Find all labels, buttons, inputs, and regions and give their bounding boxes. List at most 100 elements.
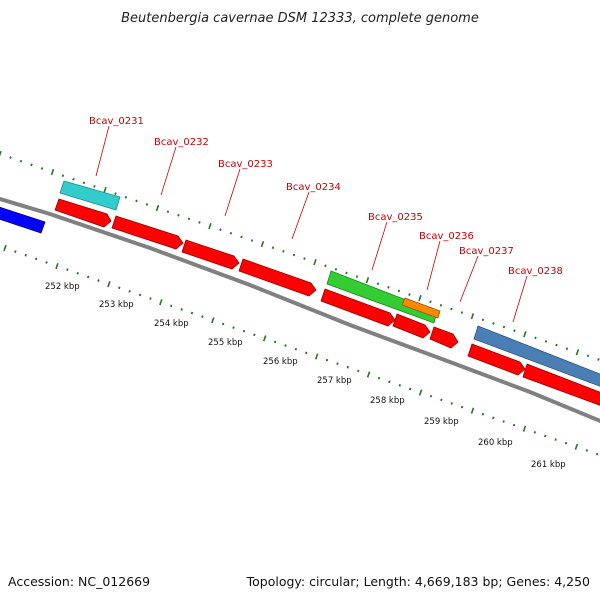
genome-backbone — [0, 196, 600, 424]
minor-tick — [324, 264, 327, 268]
minor-tick — [346, 365, 350, 369]
minor-tick — [305, 351, 308, 355]
major-tick — [211, 317, 215, 324]
major-tick — [470, 313, 475, 320]
kbp-labels: 252 kbp 253 kbp 254 kbp 255 kbp 256 kbp … — [45, 282, 566, 470]
minor-tick — [408, 293, 411, 296]
major-tick — [574, 443, 579, 450]
major-tick — [366, 371, 371, 378]
kbp-label: 260 kbp — [478, 438, 513, 448]
minor-tick — [439, 304, 443, 307]
major-tick — [260, 241, 265, 248]
minor-tick — [388, 380, 391, 384]
kbp-label: 259 kbp — [424, 417, 459, 427]
minor-tick — [9, 156, 12, 159]
minor-tick — [429, 300, 432, 304]
minor-tick — [481, 318, 485, 322]
minor-tick — [292, 253, 296, 257]
minor-tick — [40, 167, 44, 170]
minor-tick — [440, 398, 443, 402]
minor-tick — [555, 343, 558, 347]
minor-tick — [86, 275, 90, 279]
minor-tick — [397, 289, 401, 293]
map-title: Beutenbergia cavernae DSM 12333, complet… — [121, 11, 479, 26]
minor-tick — [187, 217, 191, 221]
accession-text: Accession: NC_012669 — [8, 574, 150, 589]
major-tick — [208, 223, 212, 230]
major-tick — [262, 335, 267, 342]
minor-tick — [460, 311, 464, 314]
minor-tick — [282, 250, 285, 253]
steelblue-feature — [473, 325, 600, 387]
minor-tick — [595, 452, 599, 456]
minor-tick — [502, 420, 505, 423]
minor-tick — [377, 376, 381, 380]
inner-tick-ruler — [3, 244, 599, 456]
gene-label-4: Bcav_0235 — [368, 212, 423, 271]
cds-bcav-0238 — [467, 343, 526, 376]
minor-tick — [534, 336, 537, 340]
minor-tick — [564, 441, 568, 445]
minor-tick — [502, 325, 506, 329]
minor-tick — [135, 199, 138, 203]
minor-tick — [398, 383, 402, 387]
kbp-label: 255 kbp — [208, 338, 243, 348]
minor-tick — [124, 195, 128, 199]
kbp-label: 257 kbp — [317, 376, 352, 386]
major-tick — [418, 389, 423, 396]
minor-tick — [376, 282, 380, 286]
green-feature — [326, 270, 438, 324]
cds-bcav-0232 — [111, 215, 184, 250]
gene-label-6: Bcav_0237 — [459, 246, 514, 303]
major-tick — [523, 331, 527, 338]
minor-tick — [24, 253, 27, 257]
minor-tick — [19, 159, 23, 163]
minor-tick — [460, 405, 464, 409]
gene-label-1: Bcav_0232 — [154, 137, 209, 196]
minor-tick — [201, 315, 204, 319]
outer-tick-ruler — [0, 150, 600, 361]
kbp-label: 261 kbp — [531, 460, 566, 470]
major-tick — [418, 295, 422, 302]
minor-tick — [229, 232, 233, 235]
major-tick — [3, 244, 7, 252]
minor-tick — [294, 347, 298, 351]
cyan-feature — [59, 180, 121, 211]
minor-tick — [221, 322, 225, 326]
minor-tick — [66, 268, 69, 271]
minor-tick — [242, 329, 246, 333]
gene-label-2: Bcav_0233 — [218, 159, 273, 217]
cds-bcav-0235 — [320, 288, 396, 327]
minor-tick — [533, 431, 537, 434]
minor-tick — [336, 362, 339, 365]
minor-tick — [128, 290, 131, 293]
minor-tick — [34, 257, 38, 261]
gene-label-text: Bcav_0232 — [154, 137, 209, 148]
major-tick — [55, 262, 59, 270]
minor-tick — [544, 340, 548, 343]
minor-tick — [253, 333, 256, 337]
minor-tick — [240, 235, 243, 239]
major-tick — [50, 168, 55, 176]
minor-tick — [97, 279, 100, 282]
cds-bcav-0234 — [238, 258, 317, 297]
minor-tick — [166, 210, 170, 213]
gene-label-text: Bcav_0236 — [419, 231, 474, 242]
minor-tick — [303, 257, 306, 260]
minor-tick — [357, 369, 360, 373]
minor-tick — [149, 297, 152, 300]
gene-label-text: Bcav_0238 — [508, 266, 563, 277]
minor-tick — [219, 228, 222, 231]
minor-tick — [345, 271, 348, 275]
minor-tick — [30, 163, 33, 167]
minor-tick — [114, 192, 117, 195]
minor-tick — [61, 174, 65, 177]
minor-tick — [72, 177, 75, 181]
minor-tick — [82, 181, 86, 185]
gene-label-text: Bcav_0234 — [286, 182, 341, 193]
minor-tick — [170, 304, 173, 308]
major-tick — [0, 150, 2, 157]
gene-label-text: Bcav_0231 — [89, 116, 144, 127]
kbp-label: 258 kbp — [370, 396, 405, 406]
minor-tick — [585, 449, 589, 452]
